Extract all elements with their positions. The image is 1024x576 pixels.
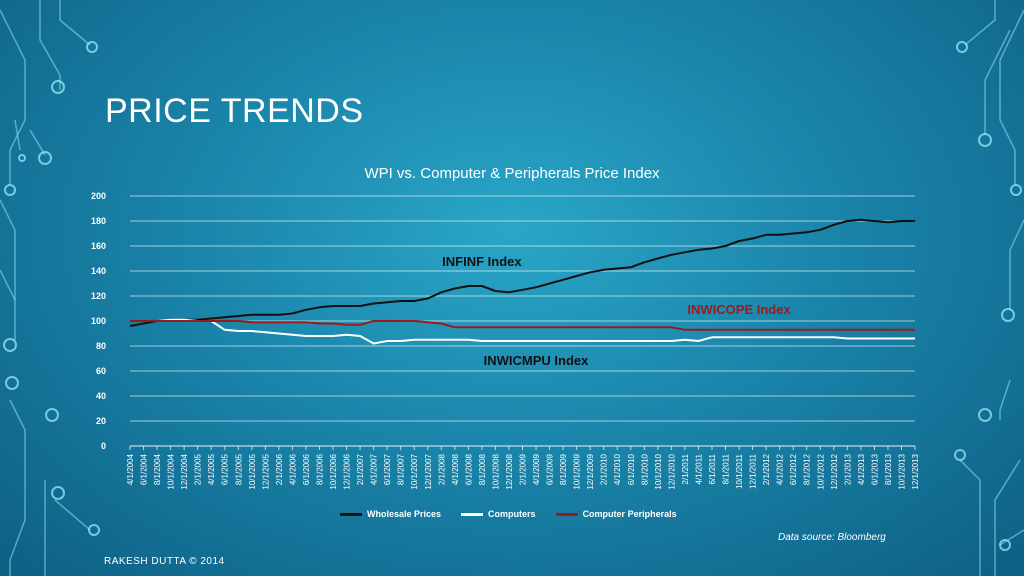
x-tick-label: 6/1/2013 (870, 453, 879, 485)
x-tick-label: 10/1/2005 (248, 453, 257, 489)
x-tick-label: 2/1/2006 (275, 453, 284, 485)
x-tick-label: 12/1/2005 (261, 453, 270, 489)
x-tick-label: 10/1/2006 (329, 453, 338, 489)
x-tick-label: 2/1/2012 (762, 453, 771, 485)
x-tick-label: 6/1/2006 (302, 453, 311, 485)
x-tick-label: 6/1/2008 (464, 453, 473, 485)
x-tick-label: 8/1/2005 (234, 453, 243, 485)
data-source-note: Data source: Bloomberg (778, 532, 886, 543)
x-tick-label: 2/1/2008 (437, 453, 446, 485)
x-tick-label: 8/1/2011 (722, 453, 731, 484)
y-tick-label: 180 (91, 216, 106, 226)
x-tick-label: 4/1/2010 (613, 453, 622, 485)
legend-item-computers: Computers (461, 509, 536, 519)
y-tick-label: 40 (96, 391, 106, 401)
x-tick-label: 12/1/2013 (911, 453, 920, 489)
x-tick-label: 8/1/2007 (397, 453, 406, 485)
x-tick-label: 8/1/2012 (803, 453, 812, 485)
x-tick-label: 4/1/2007 (370, 453, 379, 485)
legend-item-wholesale: Wholesale Prices (340, 509, 441, 519)
x-tick-label: 12/1/2006 (343, 453, 352, 489)
y-tick-label: 120 (91, 291, 106, 301)
x-tick-label: 4/1/2011 (694, 453, 703, 484)
x-tick-label: 8/1/2006 (315, 453, 324, 485)
series-line-computer-peripherals (130, 320, 915, 331)
x-tick-label: 2/1/2007 (356, 453, 365, 485)
y-tick-label: 0 (101, 441, 106, 451)
x-tick-label: 2/1/2011 (681, 453, 690, 484)
x-tick-label: 12/1/2010 (667, 453, 676, 489)
y-tick-label: 140 (91, 266, 106, 276)
x-tick-label: 10/1/2012 (816, 453, 825, 489)
x-tick-label: 6/1/2009 (546, 453, 555, 485)
x-tick-label: 6/1/2011 (708, 453, 717, 484)
x-tick-label: 10/1/2011 (735, 453, 744, 489)
x-tick-label: 2/1/2010 (600, 453, 609, 485)
x-tick-label: 10/1/2010 (654, 453, 663, 489)
legend-item-peripherals: Computer Peripherals (555, 509, 677, 519)
x-tick-label: 6/1/2012 (789, 453, 798, 485)
x-tick-label: 6/1/2007 (383, 453, 392, 485)
legend-label-peripherals: Computer Peripherals (582, 509, 677, 519)
legend-label-computers: Computers (488, 509, 536, 519)
x-tick-label: 4/1/2006 (288, 453, 297, 485)
y-tick-label: 160 (91, 241, 106, 251)
x-tick-label: 2/1/2005 (194, 453, 203, 485)
y-tick-label: 60 (96, 366, 106, 376)
legend-label-wholesale: Wholesale Prices (367, 509, 442, 519)
slide-title: PRICE TRENDS (105, 92, 364, 130)
x-tick-label: 12/1/2011 (749, 453, 758, 489)
x-tick-label: 10/1/2013 (897, 453, 906, 489)
x-tick-label: 12/1/2004 (180, 453, 189, 489)
x-tick-label: 4/1/2009 (532, 453, 541, 485)
x-tick-label: 2/1/2013 (843, 453, 852, 485)
chart-title: WPI vs. Computer & Peripherals Price Ind… (364, 165, 660, 182)
x-tick-label: 4/1/2005 (207, 453, 216, 485)
x-tick-label: 12/1/2009 (586, 453, 595, 489)
x-tick-label: 4/1/2012 (776, 453, 785, 485)
annotation-label: INFINF Index (442, 254, 522, 269)
series-line-computers (130, 318, 915, 345)
x-tick-label: 10/1/2009 (573, 453, 582, 489)
y-tick-label: 80 (96, 341, 106, 351)
x-tick-label: 6/1/2004 (140, 453, 149, 485)
x-tick-label: 8/1/2009 (559, 453, 568, 485)
x-tick-label: 12/1/2007 (424, 453, 433, 489)
legend-swatch-computers (461, 512, 484, 516)
x-tick-label: 10/1/2004 (167, 453, 176, 489)
annotation-label: INWICOPE Index (687, 302, 791, 317)
x-tick-label: 2/1/2009 (519, 453, 528, 485)
legend-swatch-peripherals (555, 512, 578, 516)
x-tick-label: 8/1/2013 (884, 453, 893, 485)
x-tick-label: 8/1/2008 (478, 453, 487, 485)
x-tick-label: 4/1/2008 (451, 453, 460, 485)
annotation-label: INWICMPU Index (484, 353, 589, 368)
x-tick-label: 6/1/2010 (627, 453, 636, 485)
chart-legend: Wholesale Prices Computers Computer Peri… (340, 509, 677, 519)
x-tick-label: 6/1/2005 (221, 453, 230, 485)
x-tick-label: 10/1/2008 (491, 453, 500, 489)
x-tick-label: 12/1/2008 (505, 453, 514, 489)
series-line-wholesale-prices (129, 218, 915, 327)
y-tick-label: 200 (91, 191, 106, 201)
x-tick-label: 4/1/2004 (126, 453, 135, 485)
x-tick-label: 8/1/2010 (640, 453, 649, 485)
footer-credit: RAKESH DUTTA © 2014 (104, 556, 225, 567)
y-tick-label: 100 (91, 316, 106, 326)
x-tick-label: 4/1/2013 (857, 453, 866, 485)
x-tick-label: 12/1/2012 (830, 453, 839, 489)
x-tick-label: 8/1/2004 (153, 453, 162, 485)
legend-swatch-wholesale (340, 512, 362, 516)
x-tick-label: 10/1/2007 (410, 453, 419, 489)
y-tick-label: 20 (96, 416, 106, 426)
